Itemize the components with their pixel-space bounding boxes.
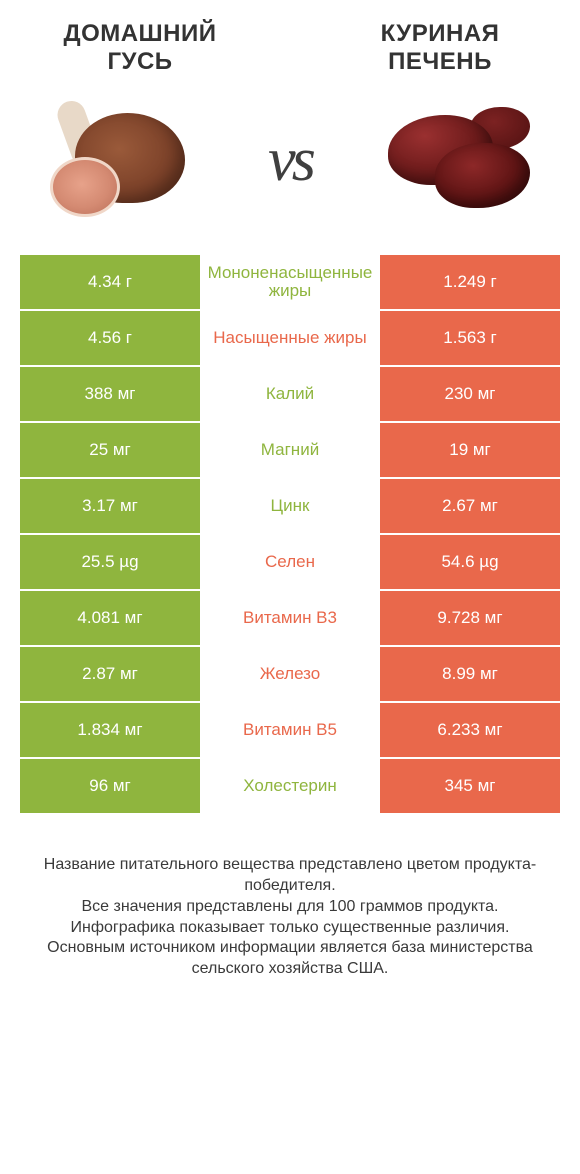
title-right: КУРИНАЯПЕЧЕНЬ bbox=[330, 20, 550, 75]
cell-left: 25 мг bbox=[20, 423, 200, 477]
cell-nutrient: Селен bbox=[200, 535, 380, 589]
table-row: 1.834 мгВитамин B56.233 мг bbox=[20, 703, 560, 759]
cell-nutrient: Цинк bbox=[200, 479, 380, 533]
cell-right: 9.728 мг bbox=[380, 591, 560, 645]
cell-right: 8.99 мг bbox=[380, 647, 560, 701]
cell-right: 54.6 µg bbox=[380, 535, 560, 589]
liver-image bbox=[370, 95, 550, 225]
cell-left: 1.834 мг bbox=[20, 703, 200, 757]
cell-right: 19 мг bbox=[380, 423, 560, 477]
cell-nutrient: Мононенасыщенные жиры bbox=[200, 255, 380, 309]
cell-nutrient: Холестерин bbox=[200, 759, 380, 813]
cell-left: 2.87 мг bbox=[20, 647, 200, 701]
cell-left: 4.34 г bbox=[20, 255, 200, 309]
cell-nutrient: Витамин B3 bbox=[200, 591, 380, 645]
cell-nutrient: Витамин B5 bbox=[200, 703, 380, 757]
cell-left: 3.17 мг bbox=[20, 479, 200, 533]
cell-left: 96 мг bbox=[20, 759, 200, 813]
table-row: 4.56 гНасыщенные жиры1.563 г bbox=[20, 311, 560, 367]
cell-right: 1.563 г bbox=[380, 311, 560, 365]
table-row: 4.34 гМононенасыщенные жиры1.249 г bbox=[20, 255, 560, 311]
cell-left: 4.56 г bbox=[20, 311, 200, 365]
header: ДОМАШНИЙГУСЬ КУРИНАЯПЕЧЕНЬ bbox=[0, 0, 580, 85]
table-row: 3.17 мгЦинк2.67 мг bbox=[20, 479, 560, 535]
cell-nutrient: Калий bbox=[200, 367, 380, 421]
cell-nutrient: Насыщенные жиры bbox=[200, 311, 380, 365]
cell-left: 388 мг bbox=[20, 367, 200, 421]
table-row: 25 мгМагний19 мг bbox=[20, 423, 560, 479]
table-row: 4.081 мгВитамин B39.728 мг bbox=[20, 591, 560, 647]
table-row: 2.87 мгЖелезо8.99 мг bbox=[20, 647, 560, 703]
title-left: ДОМАШНИЙГУСЬ bbox=[30, 20, 250, 75]
table-row: 25.5 µgСелен54.6 µg bbox=[20, 535, 560, 591]
cell-right: 230 мг bbox=[380, 367, 560, 421]
cell-right: 2.67 мг bbox=[380, 479, 560, 533]
image-row: vs bbox=[0, 85, 580, 255]
cell-left: 4.081 мг bbox=[20, 591, 200, 645]
vs-label: vs bbox=[268, 125, 312, 196]
cell-right: 6.233 мг bbox=[380, 703, 560, 757]
cell-nutrient: Магний bbox=[200, 423, 380, 477]
table-row: 96 мгХолестерин345 мг bbox=[20, 759, 560, 815]
cell-right: 1.249 г bbox=[380, 255, 560, 309]
cell-left: 25.5 µg bbox=[20, 535, 200, 589]
footnote: Название питательного вещества представл… bbox=[0, 815, 580, 980]
table-row: 388 мгКалий230 мг bbox=[20, 367, 560, 423]
goose-image bbox=[30, 95, 210, 225]
cell-nutrient: Железо bbox=[200, 647, 380, 701]
cell-right: 345 мг bbox=[380, 759, 560, 813]
comparison-table: 4.34 гМононенасыщенные жиры1.249 г4.56 г… bbox=[0, 255, 580, 815]
